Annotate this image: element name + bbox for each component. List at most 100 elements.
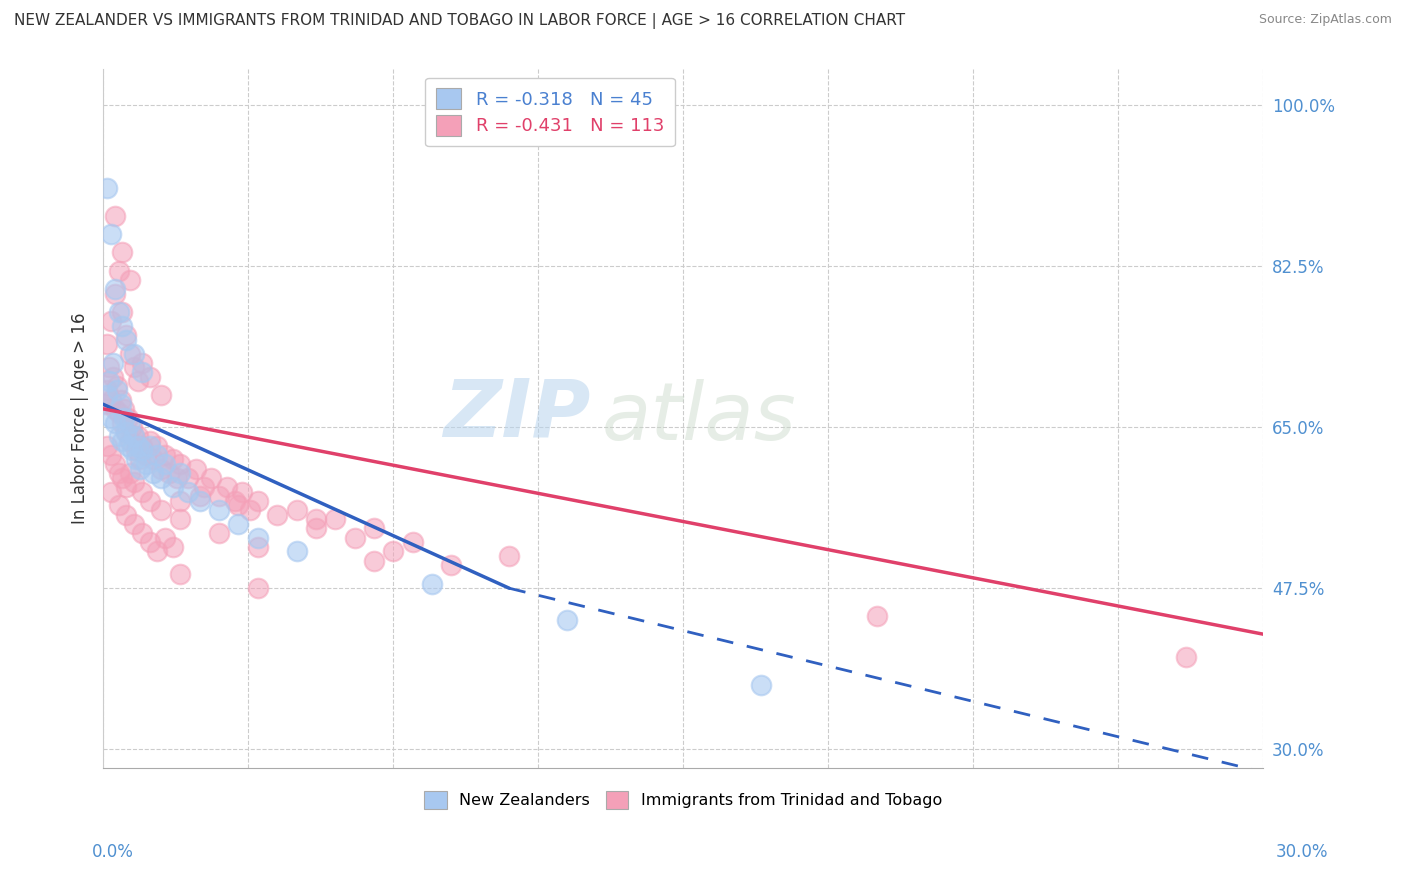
Point [169,467,191,481]
Point [100,392,122,407]
Point [131,356,153,370]
Legend: New Zealanders, Immigrants from Trinidad and Tobago: New Zealanders, Immigrants from Trinidad… [418,784,949,815]
Point [440,558,463,573]
Point [246,540,269,554]
Text: Source: ZipAtlas.com: Source: ZipAtlas.com [1258,13,1392,27]
Point [120,346,142,360]
Point [111,416,134,430]
Point [120,467,142,481]
Point [138,369,160,384]
Point [142,452,165,467]
Point [115,333,138,347]
Point [127,374,149,388]
Point [111,245,134,260]
Point [117,439,139,453]
Point [215,480,238,494]
Point [169,512,191,526]
Point [228,516,250,531]
Point [111,434,134,448]
Point [382,544,405,558]
Point [131,484,153,499]
Point [157,467,180,481]
Point [110,392,132,407]
Point [363,554,385,568]
Point [343,531,366,545]
Point [138,434,160,448]
Point [228,499,250,513]
Point [122,360,145,375]
Point [125,443,148,458]
Point [193,480,215,494]
Point [115,425,138,439]
Point [169,493,191,508]
Point [122,475,145,490]
Y-axis label: In Labor Force | Age > 16: In Labor Force | Age > 16 [72,312,89,524]
Point [305,521,328,535]
Point [96,181,118,195]
Point [111,471,134,485]
Point [96,384,118,398]
Point [101,356,124,370]
Text: ZIP: ZIP [443,376,591,453]
Point [111,319,134,334]
Point [107,429,129,443]
Point [866,608,889,623]
Point [305,512,328,526]
Point [96,337,118,351]
Point [97,374,120,388]
Point [1175,650,1198,665]
Point [131,526,153,541]
Point [555,614,578,628]
Point [135,448,157,462]
Point [122,346,145,360]
Point [104,457,127,471]
Point [112,401,135,416]
Point [420,576,443,591]
Point [363,521,385,535]
Point [239,503,262,517]
Point [97,360,120,375]
Point [96,439,118,453]
Point [188,489,211,503]
Point [122,516,145,531]
Point [146,439,169,453]
Point [107,305,129,319]
Point [138,493,160,508]
Point [100,448,122,462]
Point [146,544,169,558]
Point [122,429,145,443]
Point [112,411,135,425]
Point [104,282,127,296]
Point [188,493,211,508]
Point [266,508,288,522]
Point [107,407,129,421]
Point [150,471,173,485]
Point [104,209,127,223]
Point [120,273,142,287]
Point [111,305,134,319]
Point [100,411,122,425]
Point [128,461,150,475]
Point [177,471,200,485]
Point [117,411,139,425]
Point [131,443,153,458]
Point [184,461,207,475]
Point [104,401,127,416]
Point [115,328,138,343]
Point [100,484,122,499]
Point [323,512,346,526]
Point [169,457,191,471]
Point [120,416,142,430]
Point [749,678,772,692]
Point [131,439,153,453]
Point [150,461,173,475]
Point [142,467,165,481]
Point [105,379,128,393]
Point [208,526,231,541]
Point [94,397,117,411]
Point [115,425,138,439]
Point [153,448,176,462]
Point [138,439,160,453]
Point [150,388,173,402]
Point [153,457,176,471]
